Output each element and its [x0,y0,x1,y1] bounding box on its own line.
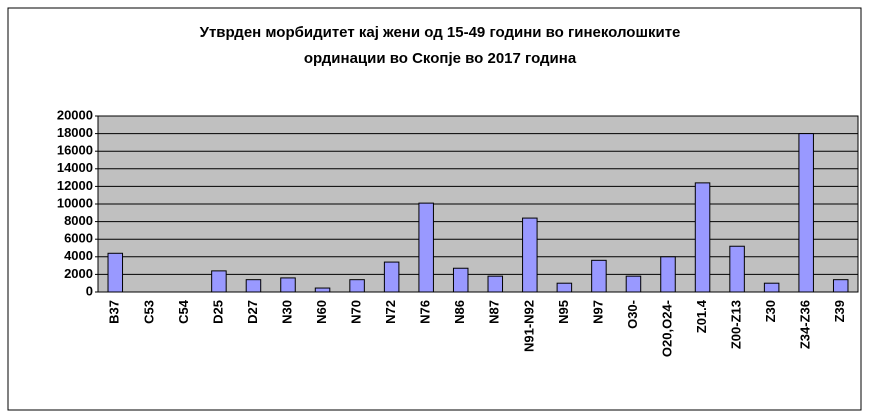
bar [798,133,814,293]
x-tick-label: N30 [279,300,294,324]
bar [763,282,780,293]
bar [694,182,711,293]
bar [452,267,469,293]
chart-title: Утврден морбидитет кај жени од 15-49 год… [200,24,681,41]
y-tick-label: 6000 [64,231,93,246]
y-tick-label: 20000 [57,107,93,122]
bar [314,287,331,293]
bar [556,282,573,293]
plot-border [97,115,859,293]
chart-title: ординации во Скопје во 2017 година [304,50,577,67]
y-tick-label: 0 [86,283,93,298]
y-tick-label: 12000 [57,178,93,193]
bar [349,279,365,293]
y-tick-label: 10000 [57,195,93,210]
y-tick-label: 2000 [64,266,93,281]
x-tick-label: N70 [349,300,364,324]
y-tick-label: 4000 [64,248,93,263]
bar [660,256,676,293]
x-tick-label: N72 [383,300,398,324]
x-tick-label: Z01.4 [694,299,709,333]
x-tick-label: D27 [245,300,260,324]
y-tick-label: 18000 [57,125,93,140]
x-tick-label: N95 [556,300,571,324]
x-tick-label: N86 [452,300,467,324]
x-tick-label: C54 [176,299,191,324]
x-tick-label: Z30 [763,300,778,322]
bar [729,245,745,293]
x-tick-label: D25 [210,300,225,324]
bar [832,279,849,293]
x-tick-label: N97 [590,300,605,324]
bar [625,275,642,293]
x-tick-label: O30- [625,300,640,329]
x-tick-label: Z39 [832,300,847,322]
x-tick-label: Z34-Z36 [798,300,813,349]
bar [591,259,607,293]
bar [418,202,434,293]
y-tick-label: 16000 [57,143,93,158]
bar [522,217,538,293]
bar [487,275,504,293]
x-tick-label: N60 [314,300,329,324]
x-tick-label: Z00-Z13 [729,300,744,349]
y-tick-label: 8000 [64,213,93,228]
y-tick-label: 14000 [57,160,93,175]
bar [211,270,227,293]
bar [107,252,124,293]
x-tick-label: N87 [487,300,502,324]
bar [280,277,296,293]
x-tick-label: C53 [141,300,156,324]
x-tick-label: B37 [107,300,122,324]
x-tick-label: N91-N92 [521,300,536,352]
bar [383,261,400,293]
bar [245,279,262,293]
x-tick-label: O20,O24- [659,300,674,357]
x-tick-label: N76 [418,300,433,324]
